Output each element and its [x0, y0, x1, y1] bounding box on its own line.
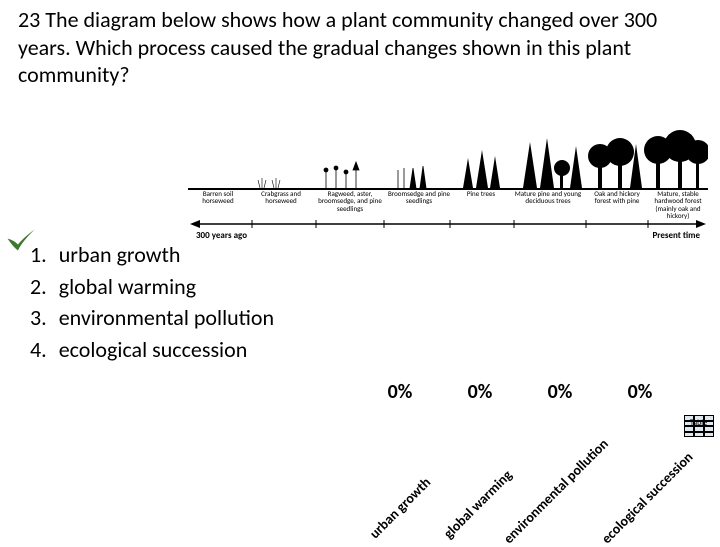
question-number: 23 [18, 6, 40, 33]
answer-text: global warming [59, 272, 274, 302]
vegetation-silhouette [188, 120, 708, 190]
answer-option[interactable]: 4. ecological succession [30, 335, 274, 365]
timeline-axis [188, 220, 708, 240]
percentage-value: 0% [520, 380, 600, 404]
answer-text: environmental pollution [59, 303, 274, 333]
timeline-right-label: Present time [652, 230, 700, 241]
table-icon-caption: Table [690, 418, 707, 428]
question-body: The diagram below shows how a plant comm… [18, 6, 657, 88]
poll-chart: 0% 0% 0% 0% urban growth global warming … [360, 380, 705, 535]
bar-label: environmental pollution [500, 435, 612, 547]
answer-list: 1. urban growth 2. global warming 3. env… [28, 238, 276, 367]
question-text: 23 The diagram below shows how a plant c… [0, 0, 720, 89]
percentage-value: 0% [440, 380, 520, 404]
percentage-value: 0% [600, 380, 680, 404]
answer-number: 1. [30, 240, 57, 270]
answer-option[interactable]: 1. urban growth [30, 240, 274, 270]
answer-option[interactable]: 3. environmental pollution [30, 303, 274, 333]
succession-diagram: Barren soil horseweed Crabgrass and hors… [188, 120, 708, 225]
bar-label: ecological succession [598, 449, 696, 547]
percentage-row: 0% 0% 0% 0% [360, 380, 680, 404]
bar-label: urban growth [366, 474, 434, 542]
answer-number: 2. [30, 272, 57, 302]
answer-option[interactable]: 2. global warming [30, 272, 274, 302]
answer-number: 3. [30, 303, 57, 333]
answer-text: urban growth [59, 240, 274, 270]
percentage-value: 0% [360, 380, 440, 404]
answer-number: 4. [30, 335, 57, 365]
answer-text: ecological succession [59, 335, 274, 365]
